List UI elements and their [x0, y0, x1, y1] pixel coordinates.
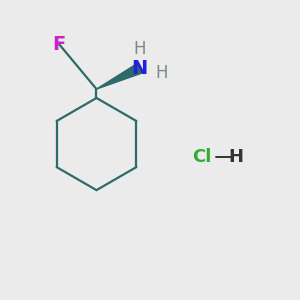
Text: F: F: [53, 35, 66, 54]
Text: N: N: [131, 59, 148, 78]
Text: H: H: [133, 40, 146, 58]
Text: Cl: Cl: [192, 148, 212, 166]
Polygon shape: [97, 63, 142, 89]
Text: H: H: [156, 64, 168, 82]
Text: H: H: [229, 148, 244, 166]
